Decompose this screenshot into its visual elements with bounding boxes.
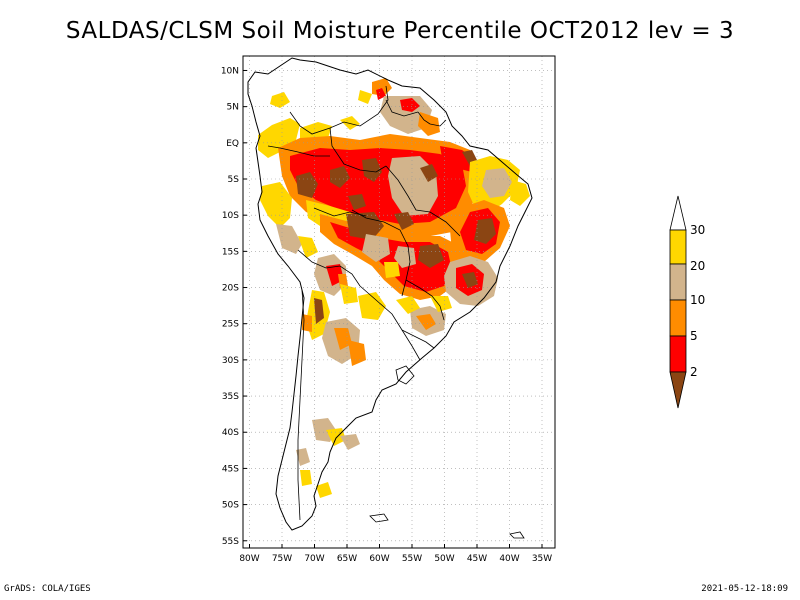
- lat-tick-label: 55S: [222, 537, 239, 547]
- legend-label-30: 30: [690, 223, 705, 237]
- shading-north: [258, 78, 440, 158]
- lon-tick-label: 40W: [499, 554, 519, 564]
- lon-tick-label: 50W: [434, 554, 454, 564]
- lon-tick-label: 70W: [304, 554, 324, 564]
- colorbar-above-30: [669, 195, 687, 231]
- shading-central: [320, 212, 462, 300]
- lat-tick-label: 20S: [222, 284, 239, 294]
- lat-tick-label: 50S: [222, 501, 239, 511]
- legend-label-10: 10: [690, 293, 705, 307]
- lat-tick-label: 30S: [222, 356, 239, 366]
- lat-tick-label: 10S: [222, 211, 239, 221]
- shading-patagonia: [296, 418, 360, 498]
- lat-tick-label: 15S: [222, 247, 239, 257]
- lon-tick-label: 45W: [467, 554, 487, 564]
- legend-label-5: 5: [690, 329, 698, 343]
- country-borders: [267, 85, 461, 521]
- lat-tick-label: 5N: [227, 103, 239, 113]
- legend-label-2: 2: [690, 365, 698, 379]
- map-title: SALDAS/CLSM Soil Moisture Percentile OCT…: [65, 18, 735, 44]
- legend-label-20: 20: [690, 259, 705, 273]
- lon-tick-label: 35W: [532, 554, 552, 564]
- lon-tick-label: 65W: [337, 554, 357, 564]
- latitude-tick-labels: 10N 5N EQ 5S 10S 15S 20S 25S 30S 35S 40S 45S 50S 55S: [221, 66, 239, 546]
- lon-tick-label: 60W: [369, 554, 389, 564]
- lat-tick-label: 5S: [228, 175, 240, 185]
- shading-northeast: [450, 156, 530, 266]
- colorbar-legend: 30 20 10 5 2: [669, 195, 705, 409]
- colorbar-5-10: [669, 299, 687, 337]
- colorbar-below-2: [669, 371, 687, 409]
- shading-argentina: [302, 284, 386, 366]
- lat-tick-label: 10N: [221, 66, 239, 76]
- lat-tick-label: 35S: [222, 392, 239, 402]
- coastline: [247, 57, 533, 539]
- colorbar-20-30: [669, 229, 687, 265]
- soil-moisture-shading: [258, 78, 530, 498]
- lat-tick-label: EQ: [226, 139, 239, 149]
- lon-tick-label: 55W: [402, 554, 422, 564]
- lat-tick-label: 45S: [222, 464, 239, 474]
- longitude-tick-labels: 80W 75W 70W 65W 60W 55W 50W 45W 40W 35W: [239, 554, 552, 564]
- lat-tick-label: 40S: [222, 428, 239, 438]
- colorbar-10-20: [669, 263, 687, 301]
- lon-tick-label: 80W: [239, 554, 259, 564]
- colorbar-2-5: [669, 335, 687, 373]
- shading-andes: [260, 182, 348, 296]
- footer-timestamp: 2021-05-12-18:09: [701, 584, 788, 594]
- gridlines: [243, 56, 555, 548]
- map-frame: [242, 55, 556, 549]
- lat-tick-label: 25S: [222, 320, 239, 330]
- footer-credit: GrADS: COLA/IGES: [4, 584, 91, 594]
- lon-tick-label: 75W: [272, 554, 292, 564]
